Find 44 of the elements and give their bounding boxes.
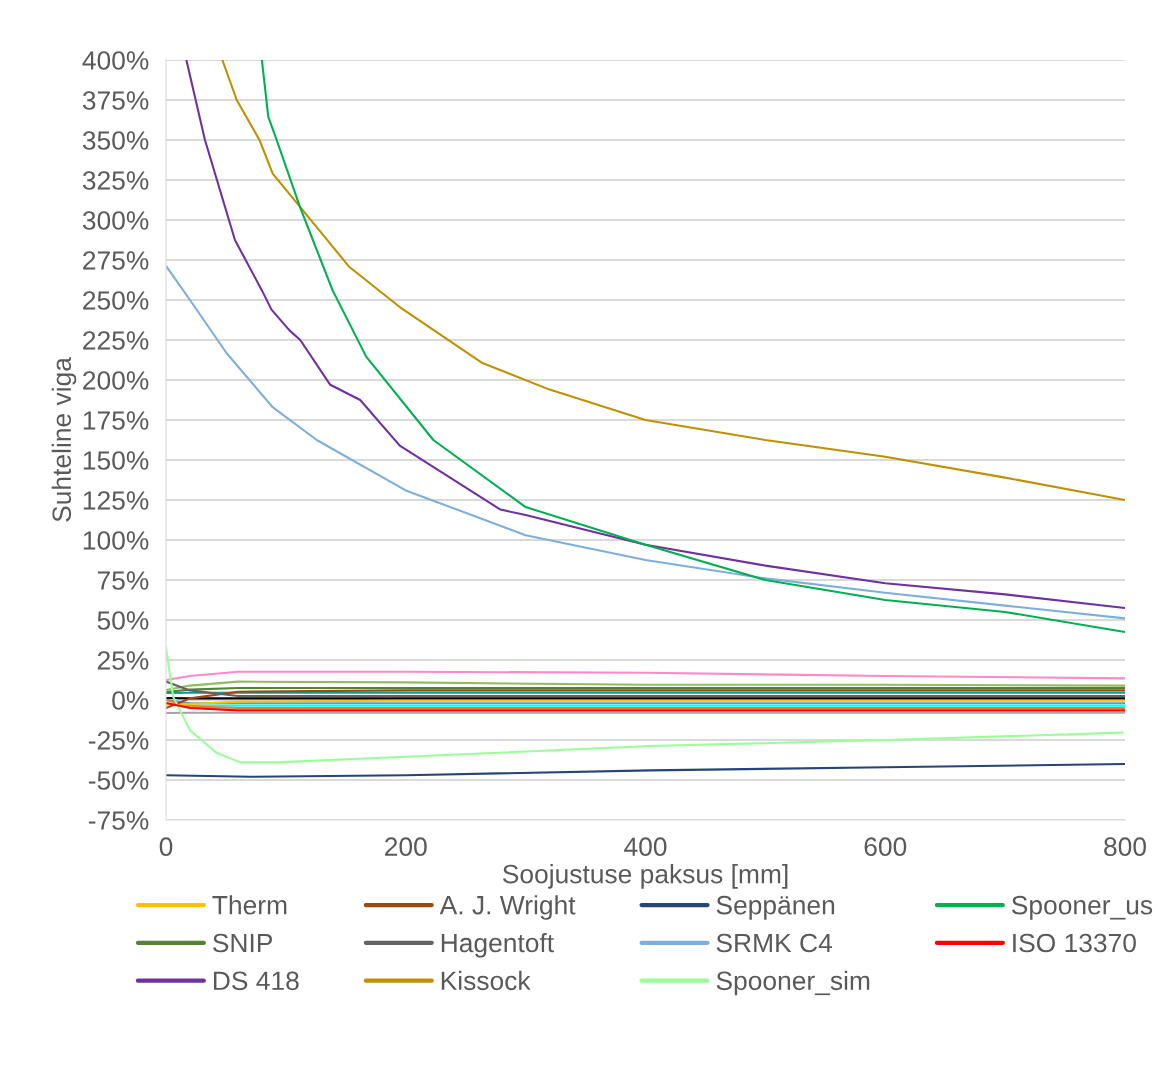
legend-label: Therm	[212, 895, 287, 915]
legend-label: Hagentoft	[441, 932, 554, 958]
y-tick-label: 25%	[97, 651, 149, 670]
legend-label: SRMK C4	[716, 933, 832, 953]
x-tick-label: 800	[1104, 837, 1146, 857]
line-series	[166, 265, 1125, 620]
line-series	[166, 689, 1125, 710]
y-tick-label: 375%	[82, 91, 149, 110]
line-series	[166, 670, 1125, 682]
y-tick-label: 0%	[112, 691, 149, 710]
y-tick-label: 350%	[82, 131, 149, 150]
y-tick-label: 250%	[83, 291, 149, 310]
legend-label: A. J. Wright	[439, 895, 576, 920]
line-series	[166, 680, 1125, 692]
y-tick-label: 150%	[83, 451, 149, 470]
x-axis-title: Soojustuse paksus [mm]	[502, 864, 788, 889]
y-tick-label: -25%	[88, 731, 149, 750]
legend-label: Spooner_sim	[716, 970, 870, 996]
x-tick-label: 0	[159, 837, 173, 857]
y-tick-label: 75%	[97, 571, 149, 590]
legend-label: DS 418	[213, 971, 299, 991]
line-series	[221, 60, 1125, 502]
y-tick-label: 400%	[82, 51, 149, 70]
legend-label: Kissock	[441, 970, 531, 991]
y-tick-label: -50%	[88, 771, 149, 790]
y-tick-label: -75%	[88, 811, 149, 830]
y-tick-label: 325%	[82, 171, 149, 190]
y-tick-label: 225%	[83, 331, 149, 350]
y-tick-label: 125%	[83, 491, 149, 510]
legend-label: Seppänen	[716, 895, 835, 920]
y-tick-label: 275%	[83, 251, 149, 270]
y-tick-label: 175%	[83, 411, 149, 430]
y-axis-title: Suhteline viga	[51, 357, 77, 522]
y-tick-label: 200%	[83, 371, 149, 390]
x-tick-label: 400	[624, 837, 667, 857]
legend-label: Spooner_us	[1011, 895, 1153, 920]
x-tick-label: 600	[864, 837, 907, 857]
legend-label: SNIP	[213, 933, 272, 953]
line-series	[166, 762, 1125, 778]
y-tick-label: 100%	[83, 531, 149, 550]
legend-label: ISO 13370	[1013, 933, 1136, 953]
x-tick-label: 200	[385, 837, 427, 857]
y-tick-label: 50%	[97, 611, 149, 630]
y-tick-label: 300%	[82, 211, 149, 230]
